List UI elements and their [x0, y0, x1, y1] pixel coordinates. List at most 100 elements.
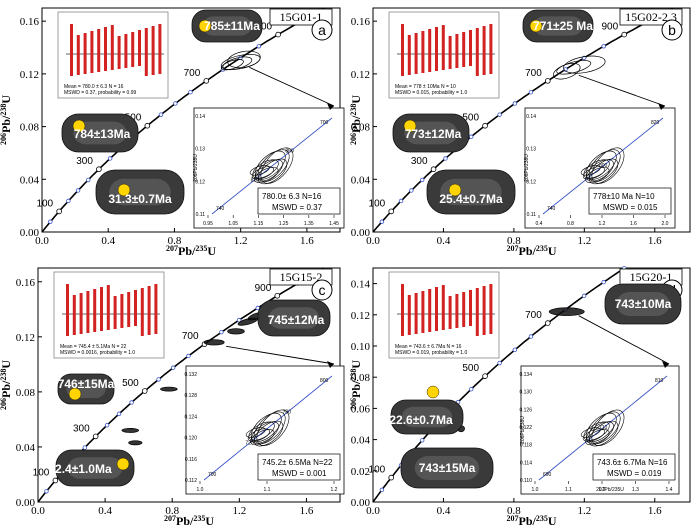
inset-y-tick-label: 0.12	[195, 179, 205, 185]
age-error-bar	[435, 27, 438, 71]
x-axis-label: 207Pb/235U	[506, 244, 556, 258]
inset-ellipse	[256, 409, 290, 446]
x-tick-label: 1.6	[648, 235, 662, 247]
y-tick-label: 0.04	[20, 174, 40, 186]
age-error-bar	[448, 36, 452, 69]
age-error-bar	[455, 294, 459, 328]
age-error-bar	[414, 33, 418, 74]
age-error-bar	[489, 24, 493, 74]
y-tick-label: 0.04	[351, 435, 371, 447]
grain-age-label: 22.6±0.7Ma	[389, 413, 453, 427]
x-tick-label: 1.6	[648, 505, 662, 517]
age-marker	[158, 112, 164, 117]
age-error-bar	[475, 288, 479, 336]
inset-ellipse	[251, 421, 279, 444]
age-error-bar	[90, 31, 94, 73]
analysis-spot	[529, 19, 543, 33]
grain-age-label: 784±13Ma	[74, 127, 131, 141]
grain-age-label: 31.3±0.7Ma	[108, 192, 172, 206]
y-tick-label: 0.06	[351, 403, 371, 415]
x-axis-label: 207Pb/235U	[166, 244, 216, 258]
inset-y-label: 206Pb/238U	[520, 416, 526, 444]
age-marker	[156, 377, 161, 382]
age-error-bar	[489, 284, 493, 334]
age-marker	[497, 360, 502, 366]
age-error-bar	[441, 285, 445, 330]
inset-age-label: 700	[320, 120, 329, 126]
panel-letter: c	[319, 282, 326, 298]
grain-age-label: 746±15Ma	[58, 377, 115, 391]
inset-y-tick-label: 0.118	[520, 443, 532, 449]
age-error-bar	[428, 289, 432, 332]
inset-age-label: 820	[251, 177, 260, 183]
x-axis-label-part: U	[205, 514, 214, 528]
y-axis-label: 206Pb/238U	[0, 95, 13, 145]
inset-ellipse	[253, 420, 284, 447]
inset-y-tick-label: 0.124	[184, 414, 197, 420]
result-line-1: 778±10 Ma N=10	[593, 192, 655, 201]
inset-ellipse	[254, 150, 286, 180]
age-marker	[104, 423, 110, 428]
age-marker	[409, 188, 414, 193]
concordia-age-label: 700	[184, 68, 201, 79]
y-axis-label: 206Pb/238U	[0, 360, 13, 410]
analysis-spot	[198, 19, 212, 33]
y-tick-label: 0.00	[20, 227, 40, 239]
age-error-bar	[134, 290, 137, 326]
concordia-age-label: 500	[122, 378, 139, 389]
y-axis-label: 206Pb/238U	[349, 95, 363, 145]
inset-age-label: 700	[208, 472, 217, 478]
inset-ellipse	[250, 429, 275, 446]
inset-x-tick-label: 1.45	[329, 221, 339, 227]
x-axis-label-part: U	[207, 244, 216, 258]
inset-x-tick-label: 1.2	[331, 487, 338, 493]
grain-age-label: 771±25 Ma	[533, 19, 593, 33]
inset-y-tick-label: 0.132	[184, 372, 197, 378]
inset-concordia	[542, 117, 664, 215]
inset-caption-2: MSWD = 0.0016, probability = 1.0	[60, 350, 135, 356]
inset-x-tick-label: 1.15	[254, 221, 264, 227]
zircon-zoning	[533, 16, 583, 36]
age-error-bar	[127, 292, 131, 327]
y-axis-label-part: 238	[349, 369, 358, 381]
x-axis-label-part: Pb/	[518, 244, 536, 258]
zircon-zoning	[616, 292, 670, 316]
inset-ellipse	[588, 411, 621, 445]
panel-b: 0.0 0.4 0.8 1.2 1.60.000.040.080.120.16207Pb…	[349, 7, 691, 258]
analysis-spot	[403, 119, 417, 133]
age-error-bar	[147, 286, 151, 335]
sample-id-box	[269, 8, 333, 26]
age-marker	[219, 329, 224, 335]
inset-concordia	[538, 375, 668, 481]
y-tick-label: 0.12	[351, 69, 370, 81]
zircon-zoning	[404, 121, 458, 145]
inset-ellipse	[257, 149, 290, 182]
inset-y-tick-label: 0.134	[519, 372, 532, 378]
inset-age-label: 710	[599, 425, 608, 431]
age-marker	[581, 293, 587, 299]
age-error-bar	[124, 34, 128, 68]
age-marker	[419, 177, 425, 183]
age-error-bar	[106, 285, 110, 330]
zircon-zoning	[67, 457, 123, 479]
x-axis-label-part: 207	[166, 244, 178, 253]
age-node	[388, 474, 395, 481]
inset-ellipse	[588, 149, 621, 182]
age-error-bar	[158, 24, 162, 74]
inset-age-label: 740	[216, 206, 225, 212]
x-tick-label: 1.2	[232, 505, 246, 517]
age-node	[92, 433, 99, 440]
y-tick-label: 0.00	[351, 497, 371, 509]
inset-ellipse	[257, 158, 288, 185]
age-node	[274, 292, 281, 299]
inset-y-tick-label: 0.112	[185, 478, 197, 484]
age-node	[144, 122, 151, 129]
x-tick-label: 0.0	[31, 505, 45, 517]
grain-age-label: 785±11Ma	[204, 19, 260, 33]
y-axis-label-part: U	[349, 360, 363, 369]
age-marker	[601, 279, 606, 285]
y-axis-label-part: U	[0, 360, 13, 369]
zoom-arrow	[249, 66, 335, 107]
zoom-arrow-head	[662, 361, 669, 368]
